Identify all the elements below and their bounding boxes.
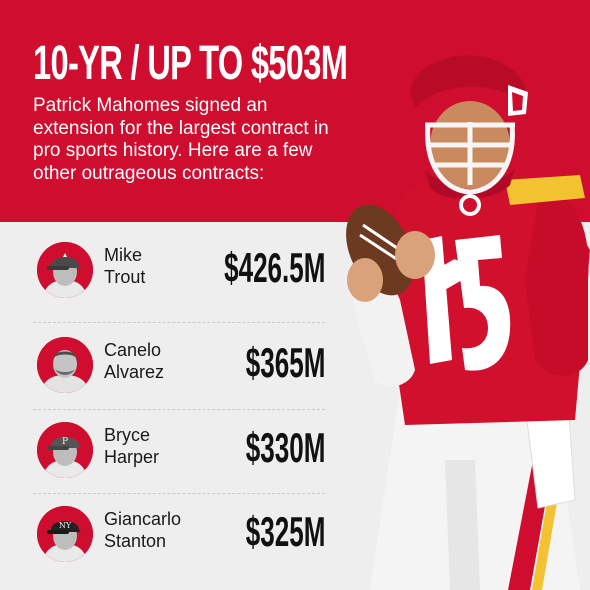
contract-row: P Bryce Harper $330M [33, 410, 325, 492]
svg-text:P: P [62, 437, 68, 447]
contract-amount: $325M [245, 508, 325, 555]
row-divider [33, 322, 325, 323]
contract-row: Canelo Alvarez $365M [33, 325, 325, 407]
svg-text:NY: NY [59, 521, 72, 530]
player-name: Bryce Harper [104, 425, 160, 467]
player-avatar-icon: NY [37, 506, 93, 562]
player-avatar-icon: P [37, 422, 93, 478]
headline: 10-YR / UP TO $503M [33, 37, 348, 90]
player-name: Giancarlo Stanton [104, 509, 182, 551]
player-avatar-icon [37, 242, 93, 298]
subtitle: Patrick Mahomes signed an extension for … [33, 95, 329, 184]
contract-amount: $426.5M [223, 244, 325, 291]
player-name: Canelo Alvarez [104, 340, 165, 382]
contract-row: NY Giancarlo Stanton $325M [33, 494, 325, 576]
player-name: Mike Trout [104, 245, 146, 287]
row-divider [33, 409, 325, 410]
contract-amount: $365M [245, 339, 325, 386]
contract-row: Mike Trout $426.5M [33, 230, 325, 312]
row-divider [33, 493, 325, 494]
quarterback-photo-icon [330, 30, 590, 590]
player-avatar-icon [37, 337, 93, 393]
contract-amount: $330M [245, 424, 325, 471]
